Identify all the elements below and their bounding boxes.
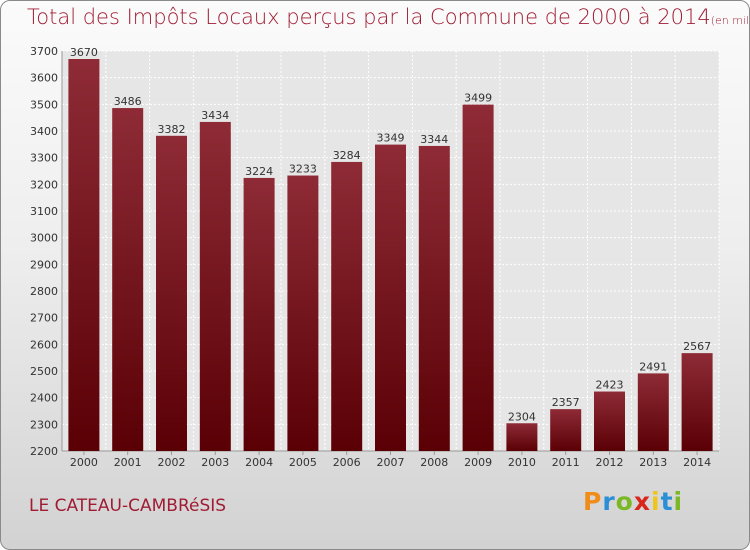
- data-label: 2423: [596, 379, 624, 392]
- y-tick-label: 2200: [30, 445, 58, 458]
- x-tick-label: 2003: [201, 456, 229, 469]
- bar: [287, 175, 319, 452]
- y-tick-label: 3000: [30, 232, 58, 245]
- bar: [243, 177, 275, 451]
- data-label: 3233: [289, 163, 317, 176]
- bar: [375, 144, 406, 451]
- data-label: 3344: [420, 133, 448, 146]
- data-label: 3486: [114, 95, 142, 108]
- x-tick-label: 2002: [158, 456, 186, 469]
- bar: [637, 373, 669, 451]
- bar: [462, 104, 494, 451]
- bar: [594, 391, 625, 451]
- data-label: 3382: [158, 123, 186, 136]
- y-tick-label: 2300: [30, 418, 58, 431]
- data-label: 2567: [683, 340, 711, 353]
- data-label: 3224: [245, 165, 273, 178]
- bar: [156, 135, 187, 452]
- data-label: 2357: [552, 396, 580, 409]
- x-tick-label: 2007: [377, 456, 405, 469]
- data-label: 3670: [70, 46, 98, 59]
- bar: [112, 108, 144, 452]
- commune-name: LE CATEAU-CAMBRéSIS: [29, 496, 227, 516]
- logo-letter: x: [633, 487, 651, 516]
- y-tick-label: 3700: [30, 45, 58, 58]
- y-tick-label: 2800: [30, 285, 58, 298]
- bar: [331, 161, 363, 451]
- y-tick-label: 3400: [30, 125, 58, 138]
- x-tick-label: 2011: [552, 456, 580, 469]
- x-tick-label: 2009: [464, 456, 492, 469]
- bar: [68, 59, 100, 451]
- y-tick-label: 3600: [30, 72, 58, 85]
- x-tick-label: 2000: [70, 456, 98, 469]
- logo-letter: t: [660, 487, 674, 516]
- y-tick-label: 3300: [30, 152, 58, 165]
- y-tick-label: 2500: [30, 365, 58, 378]
- x-tick-label: 2001: [114, 456, 142, 469]
- y-tick-label: 2400: [30, 392, 58, 405]
- chart-title-main: Total des Impôts Locaux perçus par la Co…: [27, 5, 711, 29]
- chart-title: Total des Impôts Locaux perçus par la Co…: [27, 5, 750, 29]
- x-tick-label: 2008: [420, 456, 448, 469]
- x-tick-label: 2006: [333, 456, 361, 469]
- y-tick-label: 3200: [30, 178, 58, 191]
- data-label: 2491: [639, 360, 667, 373]
- y-tick-label: 2600: [30, 338, 58, 351]
- bar: [550, 409, 582, 451]
- x-tick-label: 2004: [245, 456, 273, 469]
- bar: [681, 353, 713, 451]
- proxiti-logo: Proxiti: [583, 487, 683, 516]
- bar: [418, 145, 450, 451]
- data-label: 3434: [201, 109, 229, 122]
- x-tick-label: 2012: [596, 456, 624, 469]
- logo-letter: i: [651, 487, 661, 516]
- logo-letter: r: [602, 487, 616, 516]
- x-tick-label: 2005: [289, 456, 317, 469]
- x-tick-label: 2014: [683, 456, 711, 469]
- data-label: 3499: [464, 92, 492, 105]
- logo-letter: o: [615, 487, 634, 516]
- x-tick-label: 2013: [639, 456, 667, 469]
- y-tick-label: 3100: [30, 205, 58, 218]
- y-tick-label: 2700: [30, 312, 58, 325]
- x-tick-label: 2010: [508, 456, 536, 469]
- y-tick-label: 3500: [30, 98, 58, 111]
- bar: [506, 423, 538, 451]
- data-label: 2304: [508, 410, 536, 423]
- logo-letter: P: [583, 487, 603, 516]
- bar: [199, 121, 231, 451]
- data-label: 3284: [333, 149, 361, 162]
- logo-letter: i: [673, 487, 684, 516]
- chart-title-unit: (en milliers d'€): [710, 14, 750, 27]
- y-tick-label: 2900: [30, 258, 58, 271]
- data-label: 3349: [377, 132, 405, 145]
